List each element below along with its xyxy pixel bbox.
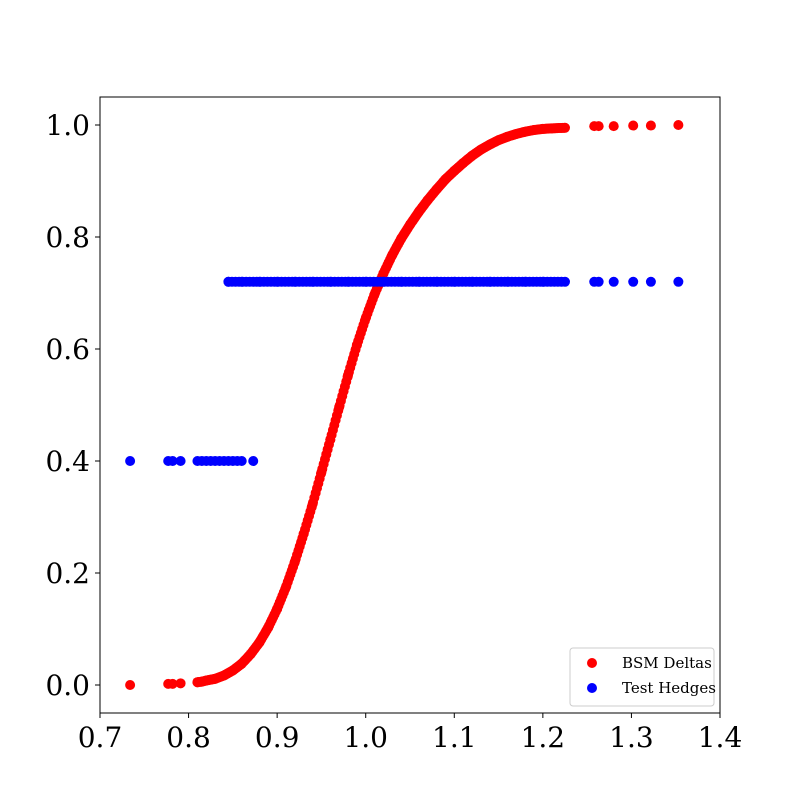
- data-point: [593, 121, 604, 132]
- x-tick-label: 1.0: [343, 721, 388, 754]
- data-point: [673, 276, 684, 287]
- data-point: [559, 122, 570, 133]
- x-tick-label: 1.4: [698, 721, 743, 754]
- data-point: [608, 121, 619, 132]
- x-tick-label: 0.9: [255, 721, 300, 754]
- x-tick-label: 0.7: [78, 721, 123, 754]
- series-test-hedges: [125, 276, 684, 466]
- data-point: [608, 276, 619, 287]
- y-tick-label: 0.2: [45, 557, 90, 590]
- data-point: [556, 276, 567, 287]
- x-tick-label: 1.2: [521, 721, 566, 754]
- data-point: [167, 456, 178, 466]
- legend-marker: [587, 658, 597, 668]
- data-point: [175, 678, 186, 689]
- data-point: [167, 678, 178, 689]
- series-bsm-deltas: [125, 120, 684, 690]
- y-tick-label: 0.6: [45, 333, 90, 366]
- x-tick-label: 1.1: [432, 721, 477, 754]
- legend-label: BSM Deltas: [622, 654, 712, 672]
- legend-marker: [587, 683, 597, 693]
- x-tick-label: 1.3: [609, 721, 654, 754]
- data-point: [236, 456, 247, 466]
- data-point: [645, 120, 656, 131]
- legend-label: Test Hedges: [622, 679, 716, 697]
- data-point: [593, 276, 604, 287]
- legend-box: [569, 647, 715, 707]
- data-point: [673, 120, 684, 130]
- x-tick-label: 0.8: [166, 721, 211, 754]
- data-point: [125, 680, 136, 690]
- data-point: [248, 456, 259, 466]
- x-axis: 0.7 0.8 0.9 1.0 1.1 1.2 1.3 1.4: [78, 713, 743, 754]
- y-axis: 0.0 0.2 0.4 0.6 0.8 1.0: [45, 109, 100, 702]
- data-point: [175, 456, 186, 466]
- chart-marks: [125, 120, 684, 690]
- data-point: [125, 456, 136, 466]
- plot-frame: [99, 96, 721, 714]
- data-point: [645, 276, 656, 287]
- legend: BSM Deltas Test Hedges: [569, 647, 716, 707]
- y-tick-label: 0.0: [45, 669, 90, 702]
- y-tick-label: 0.8: [45, 221, 90, 254]
- y-tick-label: 1.0: [45, 109, 90, 142]
- data-point: [628, 120, 639, 131]
- data-point: [628, 276, 639, 287]
- y-tick-label: 0.4: [45, 445, 90, 478]
